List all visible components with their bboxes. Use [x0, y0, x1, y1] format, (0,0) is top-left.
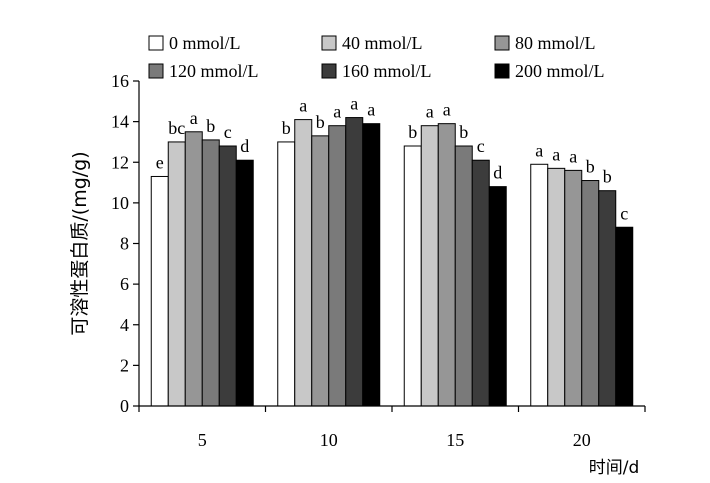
significance-letter: a: [569, 146, 577, 166]
bar-40-mmol-lday-20: [547, 167, 566, 407]
x-tick-label: 15: [446, 430, 464, 450]
x-tick-label: 10: [320, 430, 338, 450]
significance-letter: c: [224, 122, 232, 142]
legend-label: 120 mmol/L: [169, 61, 259, 81]
bar-120-mmol-lday-20: [581, 180, 600, 407]
legend-swatch: [148, 63, 164, 79]
y-tick-label: 14: [111, 112, 129, 132]
bar-80-mmol-lday-5: [184, 131, 203, 407]
bar-40-mmol-lday-10: [294, 119, 313, 407]
y-tick-label: 16: [111, 71, 129, 91]
significance-letter: a: [443, 100, 451, 120]
significance-letter: bc: [168, 118, 185, 138]
y-tick-label: 8: [120, 234, 129, 254]
legend-label: 40 mmol/L: [342, 33, 423, 53]
bar-160-mmol-lday-20: [598, 190, 617, 407]
bar-80-mmol-lday-20: [564, 169, 583, 407]
significance-letter: a: [535, 140, 543, 160]
bar-0-mmol-lday-10: [277, 141, 296, 407]
y-tick-label: 6: [120, 274, 129, 294]
bars-group: [150, 117, 634, 407]
y-ticks-group: 0 2 4 6 8 10 12 14 16: [111, 71, 139, 416]
significance-letter: b: [603, 167, 612, 187]
y-tick-label: 2: [120, 355, 129, 375]
bar-40-mmol-lday-5: [167, 141, 186, 407]
y-tick-label: 4: [120, 315, 129, 335]
bar-200-mmol-lday-20: [615, 226, 634, 407]
bar-160-mmol-lday-15: [471, 159, 490, 407]
significance-letter: b: [586, 157, 595, 177]
bar-0-mmol-lday-5: [150, 175, 169, 407]
significance-letter: a: [350, 94, 358, 114]
bar-80-mmol-lday-15: [437, 123, 456, 407]
bar-200-mmol-lday-10: [362, 123, 381, 407]
y-tick-label: 0: [120, 396, 129, 416]
significance-letter: b: [408, 122, 417, 142]
bar-120-mmol-lday-5: [201, 139, 220, 407]
y-axis-label: 可溶性蛋白质/(mg/g): [69, 151, 91, 335]
legend-label: 160 mmol/L: [342, 61, 432, 81]
bar-80-mmol-lday-10: [311, 135, 330, 407]
y-tick-label: 12: [111, 152, 129, 172]
legend-label: 200 mmol/L: [515, 61, 605, 81]
y-tick-label: 10: [111, 193, 129, 213]
significance-letter: a: [552, 144, 560, 164]
bar-0-mmol-lday-20: [530, 163, 549, 407]
bar-120-mmol-lday-10: [328, 125, 347, 407]
bar-120-mmol-lday-15: [454, 145, 473, 407]
bar-200-mmol-lday-5: [235, 159, 254, 407]
x-tick-label: 5: [198, 430, 207, 450]
bar-40-mmol-lday-15: [420, 125, 439, 407]
significance-letter: b: [282, 118, 291, 138]
significance-letter: b: [459, 122, 468, 142]
significance-letter: a: [426, 102, 434, 122]
significance-letter: d: [493, 163, 502, 183]
bar-0-mmol-lday-15: [403, 145, 422, 407]
bar-160-mmol-lday-10: [345, 117, 364, 407]
x-tick-label: 20: [573, 430, 591, 450]
bar-160-mmol-lday-5: [218, 145, 237, 407]
legend-swatch: [494, 63, 510, 79]
significance-letter: a: [367, 100, 375, 120]
bar-200-mmol-lday-15: [488, 186, 507, 407]
significance-letter: c: [477, 136, 485, 156]
significance-letter: a: [333, 102, 341, 122]
significance-letter: a: [190, 108, 198, 128]
legend: 0 mmol/L 40 mmol/L 80 mmol/L 120 mmol/L 160 …: [148, 33, 605, 81]
significance-letter: e: [156, 152, 164, 172]
significance-letter: b: [206, 116, 215, 136]
x-ticks-group: 5 10 15 20: [138, 406, 646, 450]
legend-label: 80 mmol/L: [515, 33, 596, 53]
significance-letter: a: [299, 96, 307, 116]
x-axis-label: 时间/d: [589, 458, 640, 478]
significance-letter: d: [240, 136, 249, 156]
legend-swatch: [321, 35, 337, 51]
legend-swatch: [321, 63, 337, 79]
significance-letter: b: [316, 112, 325, 132]
legend-label: 0 mmol/L: [169, 33, 241, 53]
significance-letter: c: [620, 203, 628, 223]
legend-swatch: [494, 35, 510, 51]
legend-swatch: [148, 35, 164, 51]
